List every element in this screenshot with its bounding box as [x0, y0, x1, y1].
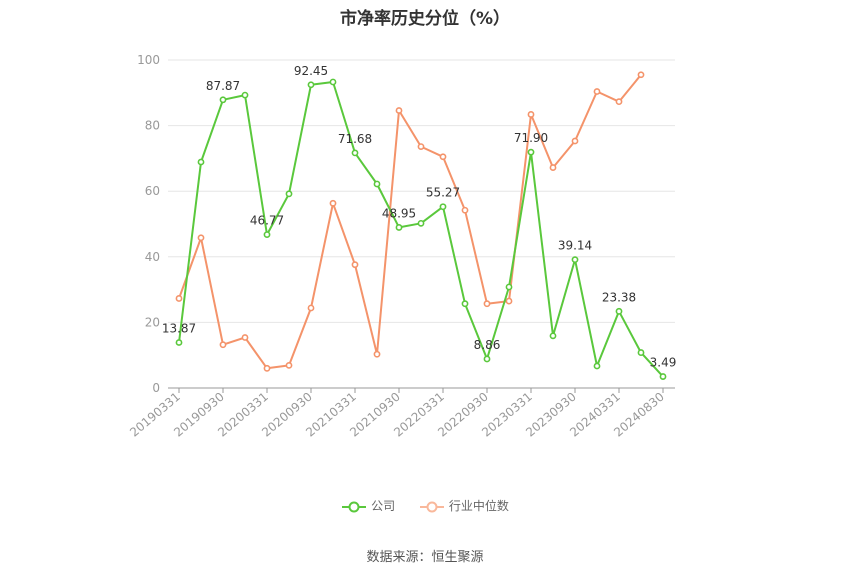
data-point — [505, 283, 513, 291]
data-point — [461, 300, 469, 308]
data-point — [527, 111, 535, 118]
legend-item-industry-median[interactable]: 行业中位数 — [419, 497, 509, 514]
data-point — [659, 373, 667, 380]
data-point — [219, 341, 227, 349]
y-tick-label: 0 — [152, 381, 160, 395]
data-point — [373, 180, 381, 188]
data-label: 55.27 — [426, 186, 460, 200]
chart-legend: 公司 行业中位数 — [0, 497, 850, 514]
y-tick-label: 100 — [137, 53, 160, 67]
data-point — [241, 334, 249, 341]
data-point — [417, 143, 425, 150]
data-point — [461, 206, 469, 214]
data-point — [329, 78, 337, 86]
data-point — [395, 224, 403, 231]
data-point — [241, 91, 249, 99]
data-point — [197, 234, 205, 242]
data-point — [527, 148, 535, 156]
data-point — [373, 350, 381, 358]
data-label: 48.95 — [382, 206, 416, 220]
data-label: 71.68 — [338, 132, 372, 146]
data-point — [197, 158, 205, 166]
data-point — [285, 190, 293, 198]
data-point — [175, 295, 183, 302]
data-point — [615, 98, 623, 106]
data-point — [505, 297, 513, 305]
data-point — [637, 71, 645, 79]
data-point — [637, 349, 645, 356]
data-point — [571, 137, 579, 145]
legend-swatch-company — [342, 501, 367, 512]
data-label: 8.86 — [474, 338, 501, 352]
legend-label-industry-median: 行业中位数 — [448, 499, 509, 513]
line-chart: 0204060801002019033120190930202003312020… — [127, 53, 677, 440]
legend-item-company[interactable]: 公司 — [341, 497, 395, 514]
data-label: 71.90 — [514, 131, 548, 145]
data-point — [549, 164, 557, 171]
data-point — [329, 199, 337, 207]
data-label: 13.87 — [162, 322, 196, 336]
data-point — [593, 362, 601, 370]
data-point — [175, 339, 183, 346]
y-tick-label: 20 — [145, 315, 160, 329]
data-label: 87.87 — [206, 79, 240, 93]
data-point — [263, 364, 271, 372]
data-point — [285, 361, 293, 369]
data-label: 23.38 — [602, 290, 636, 304]
data-label: 46.77 — [250, 214, 284, 228]
data-point — [307, 81, 315, 89]
data-point — [307, 304, 315, 312]
data-point — [571, 256, 579, 264]
series-line-1 — [178, 74, 642, 370]
data-label: 39.14 — [558, 239, 592, 253]
data-point — [351, 261, 359, 269]
data-point — [417, 219, 425, 227]
chart-title: 市净率历史分位（%） — [339, 9, 511, 29]
data-label: 3.49 — [650, 356, 677, 370]
series-line-0 — [178, 81, 664, 378]
data-point — [219, 96, 227, 104]
data-point — [483, 300, 491, 308]
y-tick-label: 60 — [145, 184, 160, 198]
data-point — [351, 149, 359, 157]
data-point — [439, 203, 447, 211]
data-point — [593, 88, 601, 95]
legend-swatch-industry-median — [419, 501, 444, 512]
data-label: 92.45 — [294, 64, 328, 78]
data-point — [549, 332, 557, 340]
y-tick-label: 40 — [145, 250, 160, 264]
data-source-note: 数据来源：恒生聚源 — [366, 550, 484, 565]
y-tick-label: 80 — [145, 119, 160, 133]
data-point — [483, 355, 491, 363]
legend-label-company: 公司 — [371, 499, 396, 513]
data-point — [263, 231, 271, 238]
data-point — [439, 153, 447, 161]
data-point — [395, 107, 403, 114]
data-point — [615, 307, 623, 315]
